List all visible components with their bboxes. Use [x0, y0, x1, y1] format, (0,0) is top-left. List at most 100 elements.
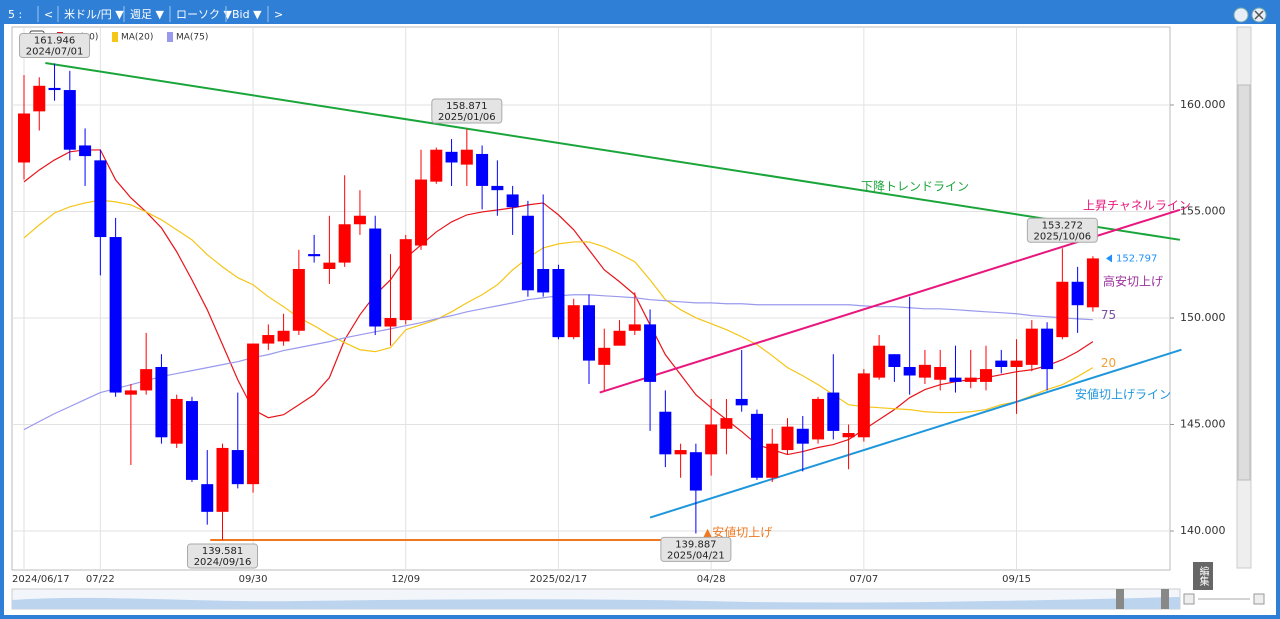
- y-tick-label: 155.000: [1180, 204, 1226, 217]
- callout-value: 158.871: [446, 101, 487, 112]
- trend-line: [45, 62, 1181, 241]
- legend-label: MA(75): [176, 33, 208, 43]
- candle-body: [18, 113, 30, 163]
- y-tick-label: 145.000: [1180, 418, 1226, 431]
- candle-body: [33, 85, 46, 112]
- candle-body: [659, 411, 672, 455]
- callout-date: 2025/04/21: [667, 550, 725, 561]
- toolbar-item[interactable]: >: [274, 8, 283, 21]
- plot-area: [11, 26, 1171, 571]
- candle-body: [79, 145, 92, 157]
- callout-date: 2025/10/06: [1034, 231, 1092, 242]
- candle-body: [750, 413, 763, 478]
- candle-body: [903, 366, 916, 376]
- candle-body: [460, 149, 473, 165]
- candle-body: [552, 268, 565, 338]
- callout-value: 139.581: [202, 546, 243, 557]
- candle-body: [918, 364, 931, 378]
- candle-body: [1056, 281, 1069, 338]
- x-tick-label: 12/09: [391, 574, 420, 585]
- trend-line-label: 安値切上げライン: [1075, 387, 1171, 402]
- edit-label: 編集: [1197, 565, 1209, 587]
- edit-button[interactable]: [1193, 562, 1213, 590]
- navigator-area: [12, 597, 1180, 609]
- trend-line-label: 上昇チャネルライン: [1083, 199, 1191, 213]
- callout-date: 2024/07/01: [26, 47, 84, 58]
- candle-body: [308, 254, 321, 257]
- legend-label: MA(20): [121, 33, 153, 43]
- candle-body: [48, 87, 61, 91]
- trend-line-label: ▲安値切上げ: [703, 525, 772, 540]
- candle-body: [705, 424, 718, 455]
- trend-line-label: 下降トレンドライン: [861, 180, 969, 194]
- x-tick-label: 2024/06/17: [12, 574, 70, 585]
- moving-average-line: [23, 199, 1094, 414]
- callout-value: 161.946: [34, 36, 75, 47]
- candle-body: [689, 452, 702, 491]
- candle-body: [949, 377, 962, 382]
- candle-body: [720, 418, 733, 429]
- candle-body: [1025, 328, 1038, 365]
- ma-end-label: 20: [1101, 356, 1116, 370]
- candle-body: [582, 305, 595, 361]
- x-tick-label: 09/30: [239, 574, 268, 585]
- toolbar-item[interactable]: <: [44, 8, 53, 21]
- annotation: 高安切上げ: [1103, 274, 1163, 289]
- candle-body: [628, 324, 641, 331]
- candle-body: [766, 443, 779, 478]
- zoom-in[interactable]: [1253, 593, 1265, 605]
- y-tick-label: 160.000: [1180, 98, 1226, 111]
- candle-body: [812, 398, 825, 440]
- close-x: [1254, 10, 1264, 20]
- candle-body: [353, 215, 366, 225]
- candle-body: [323, 262, 336, 269]
- candle-body: [613, 330, 626, 346]
- toolbar-item[interactable]: ローソク ▼: [176, 8, 232, 21]
- ma-end-label: 75: [1101, 308, 1116, 322]
- moving-average-line: [23, 149, 1094, 456]
- candle-body: [399, 239, 412, 321]
- toolbar-item[interactable]: Bid ▼: [232, 8, 262, 21]
- candle-body: [567, 305, 580, 338]
- candle-body: [415, 179, 428, 246]
- candle-body: [170, 398, 183, 444]
- settings-icon[interactable]: [1233, 7, 1249, 23]
- x-tick-label: 07/22: [86, 574, 115, 585]
- toolbar-item[interactable]: 米ドル/円 ▼: [64, 8, 124, 21]
- candle-body: [995, 360, 1008, 367]
- x-tick-label: 07/07: [849, 574, 878, 585]
- candle-body: [1010, 360, 1023, 367]
- y-tick-label: 140.000: [1180, 524, 1226, 537]
- candle-body: [827, 392, 840, 431]
- candle-body: [185, 401, 198, 480]
- candle-body: [964, 377, 977, 382]
- scroll-thumb[interactable]: [1237, 84, 1251, 481]
- candle-body: [781, 426, 794, 451]
- navigator-handle[interactable]: [1116, 589, 1124, 609]
- candle-body: [674, 450, 687, 455]
- callout-value: 139.887: [675, 539, 716, 550]
- toolbar-item[interactable]: 5 :: [8, 8, 22, 21]
- candle-body: [247, 343, 260, 485]
- callout-box: [660, 536, 732, 562]
- navigator-handle[interactable]: [1161, 589, 1169, 609]
- zoom-out[interactable]: [1183, 593, 1195, 605]
- x-tick-label: 09/15: [1002, 574, 1031, 585]
- toolbar-item[interactable]: 週足 ▼: [130, 8, 164, 21]
- candle-body: [857, 373, 870, 438]
- callout-box: [431, 98, 503, 124]
- candle-body: [338, 224, 351, 263]
- candle-body: [430, 149, 443, 182]
- callout-date: 2024/09/16: [194, 557, 252, 568]
- candle-body: [277, 330, 290, 342]
- y-tick-label: 150.000: [1180, 311, 1226, 324]
- candle-body: [980, 369, 993, 382]
- candle-body: [506, 194, 519, 208]
- toolbar: 5 : < 米ドル/円 ▼ 週足 ▼ ローソク ▼ Bid ▼ >: [8, 6, 283, 22]
- candle-body: [155, 366, 168, 438]
- candle-body: [735, 398, 748, 406]
- candle-body: [796, 428, 809, 444]
- candle-body: [537, 268, 550, 293]
- x-tick-label: 2025/02/17: [530, 574, 588, 585]
- callout-box: [187, 543, 259, 569]
